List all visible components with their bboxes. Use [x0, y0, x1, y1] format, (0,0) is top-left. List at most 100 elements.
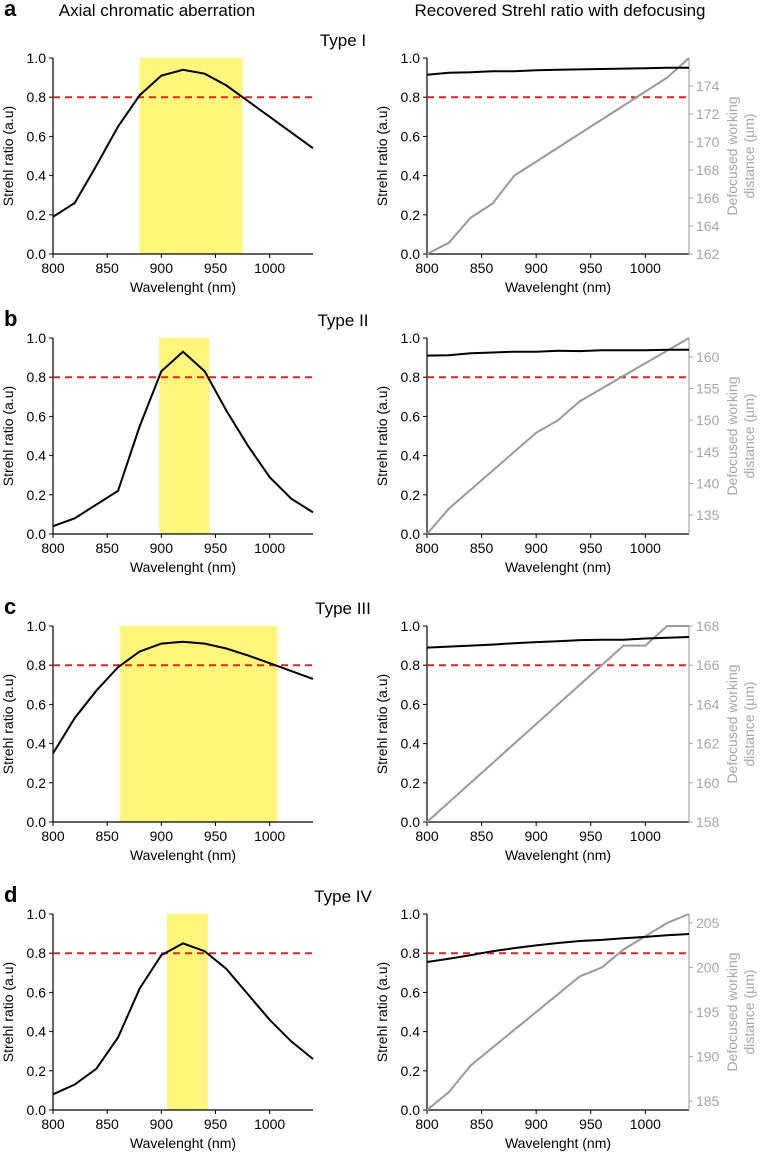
- x-axis-label: Wavelenght (nm): [505, 1135, 611, 1151]
- panel-a: a Type I 0.0 0.2 0.4 0.6 0.8 1.0 800 850 900 950 100…: [0, 0, 757, 295]
- x-axis-label: Wavelenght (nm): [505, 847, 611, 863]
- y2-tick-label: 164: [696, 218, 720, 234]
- strehl-line: [52, 640, 314, 754]
- y2-axis-label-line: Defocused working: [724, 952, 740, 1071]
- y-tick-label: 0.6: [27, 408, 47, 424]
- x-tick-label: 950: [204, 828, 228, 844]
- panel-letter: c: [4, 594, 16, 619]
- x-tick-label: 950: [204, 540, 228, 556]
- y-tick-label: 0.0: [401, 1102, 421, 1118]
- x-tick-label: 900: [150, 540, 174, 556]
- y-tick-label: 0.2: [27, 207, 47, 223]
- x-tick-label: 800: [415, 1116, 439, 1132]
- x-tick-label: 950: [579, 540, 603, 556]
- strehl-line: [426, 348, 689, 357]
- yellow-band: [166, 914, 208, 1110]
- y-tick-label: 0.4: [27, 736, 47, 752]
- x-tick-label: 950: [579, 828, 603, 844]
- right-column-title: Recovered Strehl ratio with defocusing: [414, 1, 705, 20]
- right-chart: 0.0 0.2 0.4 0.6 0.8 1.0 800 850 900 950 1000 135 140…: [374, 330, 757, 575]
- y2-tick-label: 160: [696, 775, 720, 791]
- right-chart: 0.0 0.2 0.4 0.6 0.8 1.0 800 850 900 950 1000 158 160…: [374, 618, 757, 863]
- y2-axis-label: Defocused workingdistance (µm): [724, 376, 757, 495]
- y-tick-label: 0.0: [27, 814, 47, 830]
- y-tick-label: 0.8: [27, 369, 47, 385]
- y-tick-label: 0.0: [27, 526, 47, 542]
- y-tick-label: 0.4: [27, 1024, 47, 1040]
- y2-tick-label: 205: [696, 915, 720, 931]
- x-tick-label: 800: [41, 260, 65, 276]
- y-tick-label: 0.2: [401, 775, 421, 791]
- y-tick-label: 0.2: [27, 487, 47, 503]
- left-column-title: Axial chromatic aberration: [59, 1, 256, 20]
- y-tick-label: 1.0: [401, 50, 421, 66]
- y-axis-label: Strehl ratio (a.u): [0, 674, 16, 774]
- y2-tick-label: 185: [696, 1093, 720, 1109]
- y-tick-label: 1.0: [401, 906, 421, 922]
- y-tick-label: 0.2: [27, 1063, 47, 1079]
- x-tick-label: 1000: [630, 260, 661, 276]
- x-tick-label: 800: [415, 828, 439, 844]
- y-tick-label: 0.2: [401, 487, 421, 503]
- yellow-band: [120, 626, 278, 822]
- x-tick-label: 800: [415, 540, 439, 556]
- y2-axis-label-line: Defocused working: [724, 96, 740, 215]
- y2-tick-label: 174: [696, 78, 720, 94]
- x-tick-label: 1000: [254, 260, 285, 276]
- left-chart: 0.0 0.2 0.4 0.6 0.8 1.0 800 850 900 950 1000 Wavele…: [0, 330, 315, 575]
- y-tick-label: 0.4: [401, 736, 421, 752]
- x-tick-label: 850: [470, 1116, 494, 1132]
- panel-letter: a: [4, 0, 17, 21]
- y2-tick-label: 162: [696, 246, 720, 262]
- y-tick-label: 0.8: [27, 945, 47, 961]
- strehl-line: [426, 636, 690, 649]
- y2-tick-label: 190: [696, 1049, 720, 1065]
- y2-tick-label: 168: [696, 162, 720, 178]
- y2-tick-label: 158: [696, 814, 720, 830]
- y2-tick-label: 200: [696, 959, 720, 975]
- distance-line: [426, 57, 690, 255]
- y2-tick-label: 135: [696, 507, 720, 523]
- x-tick-label: 800: [41, 828, 65, 844]
- y-tick-label: 0.8: [401, 369, 421, 385]
- yellow-band: [159, 338, 209, 534]
- y-tick-label: 0.6: [401, 696, 421, 712]
- x-tick-label: 900: [150, 260, 174, 276]
- y-axis-label: Strehl ratio (a.u): [374, 386, 390, 486]
- x-tick-label: 1000: [630, 1116, 661, 1132]
- y2-axis-label-line: distance (µm): [741, 969, 757, 1054]
- y-tick-label: 0.8: [27, 89, 47, 105]
- x-axis-label: Wavelenght (nm): [505, 559, 611, 575]
- x-tick-label: 850: [95, 828, 119, 844]
- y2-axis-label: Defocused workingdistance (µm): [724, 952, 757, 1071]
- y-tick-label: 0.6: [401, 128, 421, 144]
- y-tick-label: 0.6: [27, 128, 47, 144]
- y2-tick-label: 164: [696, 696, 720, 712]
- y-tick-label: 0.4: [401, 168, 421, 184]
- y-axis-label: Strehl ratio (a.u): [374, 962, 390, 1062]
- y-tick-label: 0.6: [27, 696, 47, 712]
- y-tick-label: 1.0: [401, 330, 421, 346]
- panel-c: c Type III 0.0 0.2 0.4 0.6 0.8 1.0 800 850 900 950 1…: [0, 594, 757, 863]
- x-tick-label: 950: [204, 1116, 228, 1132]
- strehl-line: [426, 66, 689, 76]
- x-tick-label: 800: [415, 260, 439, 276]
- x-tick-label: 900: [524, 260, 548, 276]
- y-tick-label: 0.0: [27, 1102, 47, 1118]
- x-tick-label: 900: [524, 828, 548, 844]
- strehl-line: [52, 942, 314, 1096]
- yellow-band: [139, 58, 243, 254]
- y2-tick-label: 140: [696, 475, 720, 491]
- y-tick-label: 0.2: [27, 775, 47, 791]
- x-tick-label: 1000: [254, 540, 285, 556]
- left-chart: 0.0 0.2 0.4 0.6 0.8 1.0 800 850 900 950 1000 Wavele…: [0, 906, 315, 1151]
- y2-axis-label: Defocused workingdistance (µm): [724, 96, 757, 215]
- y-tick-label: 0.8: [401, 945, 421, 961]
- x-tick-label: 800: [41, 1116, 65, 1132]
- left-chart: 0.0 0.2 0.4 0.6 0.8 1.0 800 850 900 950 1000 Wavele…: [0, 50, 315, 295]
- y-tick-label: 0.6: [27, 984, 47, 1000]
- y2-tick-label: 160: [696, 349, 720, 365]
